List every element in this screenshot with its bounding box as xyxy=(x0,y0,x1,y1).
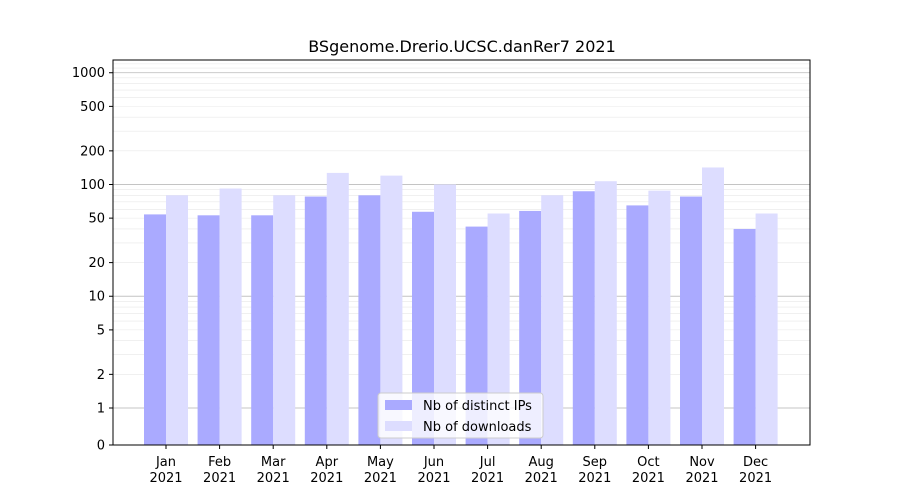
x-tick-label-month: Jan xyxy=(155,455,176,470)
x-axis: Jan2021Feb2021Mar2021Apr2021May2021Jun20… xyxy=(149,445,772,486)
x-tick-label-year: 2021 xyxy=(203,471,236,486)
bar-distinct-ips xyxy=(626,205,649,445)
legend-label-downloads: Nb of downloads xyxy=(423,420,532,435)
bar-distinct-ips xyxy=(304,196,327,445)
x-tick-label-month: Jul xyxy=(479,455,496,470)
bar-distinct-ips xyxy=(358,195,381,445)
bar-distinct-ips xyxy=(519,210,542,445)
x-tick-label-year: 2021 xyxy=(257,471,290,486)
legend-label-distinct-ips: Nb of distinct IPs xyxy=(423,399,532,414)
x-tick-label-year: 2021 xyxy=(310,471,343,486)
y-tick-label: 1000 xyxy=(72,66,105,81)
y-tick-label: 2 xyxy=(97,368,105,383)
y-axis: 0 1 2 5 10 20 50 100 200 500 1000 xyxy=(72,66,113,454)
x-tick-label-month: Sep xyxy=(583,455,608,470)
y-tick-label: 5 xyxy=(97,323,105,338)
bar-distinct-ips xyxy=(465,226,488,445)
x-tick-label-year: 2021 xyxy=(739,471,772,486)
y-tick-label: 200 xyxy=(80,144,105,159)
bar-distinct-ips xyxy=(733,228,756,445)
y-tick-label: 0 xyxy=(97,439,105,454)
bar-downloads xyxy=(702,167,724,445)
legend-swatch-downloads xyxy=(385,421,412,431)
y-tick-label: 1 xyxy=(97,402,105,417)
bar-downloads xyxy=(273,195,296,445)
x-tick-label-year: 2021 xyxy=(471,471,504,486)
y-tick-label: 20 xyxy=(88,256,105,271)
x-tick-label-month: May xyxy=(367,455,394,470)
chart-title: BSgenome.Drerio.UCSC.danRer7 2021 xyxy=(308,37,616,56)
x-tick-label-year: 2021 xyxy=(525,471,558,486)
x-tick-label-year: 2021 xyxy=(364,471,397,486)
bar-downloads xyxy=(541,195,564,445)
legend-box xyxy=(377,392,544,439)
x-tick-label-month: Jun xyxy=(423,455,444,470)
y-tick-label: 100 xyxy=(80,178,105,193)
x-tick-label-month: Oct xyxy=(637,455,659,470)
x-tick-label-year: 2021 xyxy=(685,471,718,486)
bar-downloads xyxy=(434,184,456,445)
x-tick-label-year: 2021 xyxy=(149,471,182,486)
bar-downloads xyxy=(326,172,349,446)
x-tick-label-year: 2021 xyxy=(417,471,450,486)
bar-distinct-ips xyxy=(144,214,166,445)
bar-distinct-ips xyxy=(197,215,220,445)
bar-downloads xyxy=(166,195,188,445)
x-tick-label-year: 2021 xyxy=(578,471,611,486)
x-tick-label-month: Feb xyxy=(208,455,231,470)
legend-swatch-distinct-ips xyxy=(385,400,412,410)
x-tick-label-month: Aug xyxy=(529,455,554,470)
y-tick-label: 500 xyxy=(80,100,105,115)
bar-downloads xyxy=(219,188,242,445)
x-tick-label-month: Apr xyxy=(316,455,339,470)
plot-frame xyxy=(112,59,811,446)
bar-downloads xyxy=(648,190,671,445)
bar-distinct-ips xyxy=(412,211,434,445)
x-tick-label-month: Dec xyxy=(743,455,768,470)
bar-distinct-ips xyxy=(572,191,595,445)
bar-downloads xyxy=(755,213,778,445)
y-tick-label: 10 xyxy=(88,290,105,305)
legend: Nb of distinct IPs Nb of downloads xyxy=(377,392,544,439)
bar-distinct-ips xyxy=(680,196,702,445)
bar-downloads xyxy=(380,175,403,445)
bar-distinct-ips xyxy=(251,215,274,445)
x-tick-label-month: Nov xyxy=(689,455,715,470)
x-tick-label-month: Mar xyxy=(261,455,286,470)
x-tick-label-year: 2021 xyxy=(632,471,665,486)
bar-downloads xyxy=(594,181,617,446)
bar-downloads xyxy=(487,213,510,445)
bars xyxy=(144,167,778,446)
y-tick-label: 50 xyxy=(88,212,105,227)
